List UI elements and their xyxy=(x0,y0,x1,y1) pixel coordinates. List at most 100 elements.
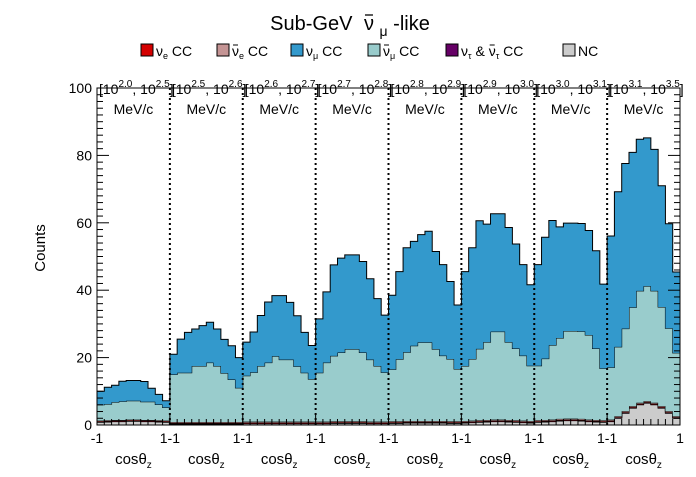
panel-range-bracket: [ xyxy=(463,81,467,97)
x-axis-label-cos: cos xyxy=(552,451,575,468)
x-axis-label-sub: z xyxy=(147,460,152,471)
series-area-5 xyxy=(97,137,680,408)
x-axis-label-theta: θ xyxy=(211,451,219,468)
panel-range-lo-base: 10 xyxy=(249,81,265,97)
panel-range-hi-exp: 2.5 xyxy=(156,79,170,90)
panel-range-bracket: [ xyxy=(609,81,613,97)
panel-range-bracket: ] xyxy=(243,81,247,97)
panel-unit-label: MeV/c xyxy=(478,101,518,117)
panel-range-lo-base: 10 xyxy=(467,81,483,97)
x-axis-label: cosθz xyxy=(407,451,444,471)
legend-cc-2: CC xyxy=(318,43,342,59)
x-axis-label-cos: cos xyxy=(188,451,211,468)
x-axis-label-cos: cos xyxy=(115,451,138,468)
panel-range-lo-base: 10 xyxy=(176,81,192,97)
legend-swatch-2 xyxy=(290,43,304,57)
legend: νe CC νe CC νμ CC νμ CC ντ & ντ CC NC xyxy=(140,43,598,61)
panel-range-lo-exp: 2.5 xyxy=(191,79,205,90)
panel-range-comma: , xyxy=(570,81,578,97)
x-axis-label-cos: cos xyxy=(479,451,502,468)
x-axis-label: cosθz xyxy=(552,451,589,471)
legend-sub-2: μ xyxy=(313,51,318,61)
legend-sym-1: ν xyxy=(232,43,239,59)
legend-sub-3: μ xyxy=(390,51,395,61)
legend-sub-0: e xyxy=(163,51,168,61)
x-tick-label: 1-1 xyxy=(160,430,180,446)
panel-range-bracket: [ xyxy=(172,81,176,97)
panel-range-label: [102.6, 102.7] xyxy=(245,79,320,97)
panel-range-lo-exp: 2.0 xyxy=(118,79,132,90)
panel-unit-label: MeV/c xyxy=(624,101,664,117)
panel-range-bracket: [ xyxy=(245,81,249,97)
panel-range-label: [103.1, 103.5] xyxy=(609,79,684,97)
panel-range-lo-exp: 3.0 xyxy=(556,79,570,90)
panel-range-bracket: [ xyxy=(391,81,395,97)
panel-unit-label: MeV/c xyxy=(332,101,372,117)
x-axis-label-sub: z xyxy=(657,460,662,471)
x-axis-label-cos: cos xyxy=(334,451,357,468)
x-axis-label: cosθz xyxy=(334,451,371,471)
panel-range-label: [102.8, 102.9] xyxy=(391,79,466,97)
y-tick-label: 40 xyxy=(76,282,92,298)
x-axis-label: cosθz xyxy=(479,451,516,471)
panel-unit-label: MeV/c xyxy=(551,101,591,117)
x-tick-label: 1-1 xyxy=(233,430,253,446)
legend-label-2: νμ CC xyxy=(306,43,342,61)
x-axis-label-theta: θ xyxy=(138,451,146,468)
panel-range-lo-exp: 3.1 xyxy=(629,79,643,90)
panel-range-hi-exp: 2.7 xyxy=(301,79,315,90)
panel-range-label: [102.5, 102.6] xyxy=(172,79,247,97)
panel-range-bracket: ] xyxy=(607,81,611,97)
panel-range-label: [102.9, 103.0] xyxy=(463,79,538,97)
y-axis-label: Counts xyxy=(32,224,49,272)
title-base: Sub-GeV xyxy=(270,13,353,35)
x-axis-label-sub: z xyxy=(293,460,298,471)
legend-label-1: νe CC xyxy=(232,43,268,61)
panel-range-comma: , xyxy=(205,81,213,97)
legend-sym-4: ν xyxy=(461,43,468,59)
panel-range-lo-exp: 2.8 xyxy=(410,79,424,90)
panel-range-bracket: ] xyxy=(170,81,174,97)
panel-range-bracket: [ xyxy=(536,81,540,97)
x-axis-label-theta: θ xyxy=(357,451,365,468)
x-axis-label-sub: z xyxy=(438,460,443,471)
panel-range-hi-exp: 2.6 xyxy=(229,79,243,90)
legend-swatch-1 xyxy=(216,43,230,57)
panel-range-comma: , xyxy=(497,81,505,97)
panel-range-lo-base: 10 xyxy=(394,81,410,97)
x-axis-label: cosθz xyxy=(261,451,298,471)
x-axis-label: cosθz xyxy=(625,451,662,471)
panel-range-lo-base: 10 xyxy=(613,81,629,97)
x-axis-label: cosθz xyxy=(188,451,225,471)
legend-sym-5: NC xyxy=(578,43,598,59)
chart-title: Sub-GeV ν μ -like xyxy=(270,13,430,41)
legend-swatch-4 xyxy=(445,43,459,57)
panel-range-hi-exp: 2.8 xyxy=(374,79,388,90)
legend-label-3: νμ CC xyxy=(383,43,419,61)
legend-sub2-4: τ xyxy=(496,51,500,61)
x-tick-label: 1-1 xyxy=(306,430,326,446)
panel-range-lo-base: 10 xyxy=(322,81,338,97)
panel-range-bracket: [ xyxy=(99,81,103,97)
y-tick-label: 60 xyxy=(76,215,92,231)
x-tick-label: -1 xyxy=(91,430,104,446)
x-tick-label: 1-1 xyxy=(597,430,617,446)
panel-range-lo-base: 10 xyxy=(103,81,119,97)
x-axis-label: cosθz xyxy=(115,451,152,471)
panel-range-hi-base: 10 xyxy=(359,81,375,97)
x-axis-label-theta: θ xyxy=(503,451,511,468)
panel-range-hi-base: 10 xyxy=(577,81,593,97)
legend-swatch-3 xyxy=(367,43,381,57)
panel-unit-label: MeV/c xyxy=(114,101,154,117)
legend-amp-4: & xyxy=(472,43,489,59)
panel-range-label: [102.0, 102.5] xyxy=(99,79,174,97)
x-axis-label-theta: θ xyxy=(430,451,438,468)
legend-label-5: NC xyxy=(578,43,598,59)
svg-text:Sub-GeV ν μ: Sub-GeV ν μ -like xyxy=(270,13,430,41)
legend-label-0: νe CC xyxy=(156,43,192,61)
panel-range-hi-exp: 3.1 xyxy=(593,79,607,90)
x-axis-label-cos: cos xyxy=(407,451,430,468)
